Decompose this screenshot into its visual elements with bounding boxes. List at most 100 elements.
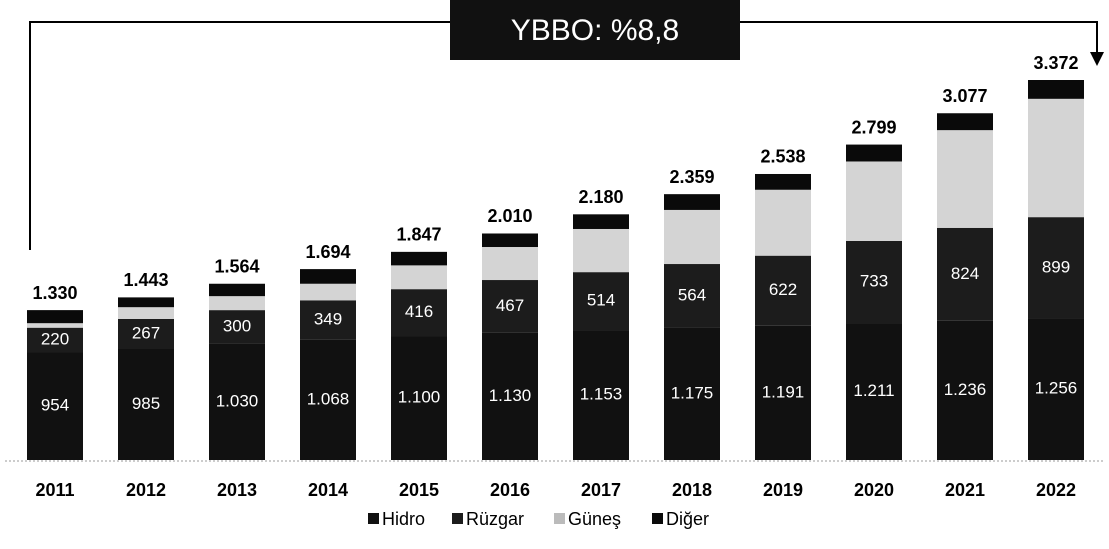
segment-label: 467 [496, 296, 524, 315]
segment-label: 1.211 [853, 381, 894, 400]
bar-segment [300, 269, 356, 284]
bar-segment [573, 272, 629, 331]
segment-label: 1.030 [216, 391, 259, 410]
segment-label: 267 [132, 323, 160, 342]
bar-segment [391, 336, 447, 460]
x-tick-label: 2018 [672, 480, 712, 500]
bar-segment [846, 240, 902, 324]
bar-segment [1028, 80, 1084, 99]
total-label: 3.077 [942, 86, 987, 106]
bar-segment [300, 283, 356, 301]
bar-segment [755, 173, 811, 190]
x-tick-label: 2014 [308, 480, 348, 500]
bar-segment [937, 320, 993, 460]
x-tick-label: 2011 [35, 480, 74, 500]
bar-segment [937, 227, 993, 321]
total-label: 1.847 [396, 225, 441, 245]
bar-segment [391, 289, 447, 337]
legend-label: Hidro [382, 509, 425, 529]
x-tick-label: 2012 [126, 480, 166, 500]
bar-segment [209, 283, 265, 297]
bar-segment [27, 323, 83, 328]
bar-segment [573, 214, 629, 229]
bar-segment [664, 264, 720, 328]
segment-label: 349 [314, 309, 342, 328]
legend-swatch [652, 513, 663, 524]
bar-segment [755, 189, 811, 256]
total-label: 2.538 [760, 147, 805, 167]
legend-swatch [368, 513, 379, 524]
bar-segment [300, 339, 356, 460]
bar-segment [937, 130, 993, 228]
x-tick-label: 2015 [399, 480, 439, 500]
bar-segment [27, 310, 83, 324]
total-label: 1.443 [123, 270, 168, 290]
legend-swatch [554, 513, 565, 524]
total-label: 1.330 [32, 283, 77, 303]
bar-segment [482, 233, 538, 248]
bar-segment [573, 330, 629, 460]
segment-label: 899 [1042, 257, 1070, 276]
x-tick-label: 2017 [581, 480, 621, 500]
x-tick-label: 2019 [763, 480, 803, 500]
total-label: 2.010 [487, 206, 532, 226]
segment-label: 416 [405, 302, 433, 321]
segment-label: 954 [41, 396, 69, 415]
bar-segment [118, 348, 174, 460]
bar-segment [391, 265, 447, 290]
bar-segment [118, 307, 174, 319]
total-label: 1.564 [214, 256, 259, 276]
bar-segment [300, 300, 356, 340]
legend-label: Rüzgar [466, 509, 524, 529]
total-label: 2.180 [578, 187, 623, 207]
legend-swatch [452, 513, 463, 524]
bar-segment [573, 228, 629, 273]
segment-label: 220 [41, 330, 69, 349]
segment-label: 300 [223, 317, 251, 336]
bar-segment [846, 323, 902, 460]
bar-segment [755, 325, 811, 460]
segment-label: 622 [769, 280, 797, 299]
bar-segment [937, 113, 993, 131]
bar-segment [118, 297, 174, 308]
bar-segment [391, 251, 447, 266]
legend-label: Güneş [568, 509, 621, 529]
bar-segment [209, 310, 265, 344]
segment-label: 733 [860, 272, 888, 291]
segment-label: 1.068 [307, 389, 350, 408]
segment-label: 1.191 [762, 382, 805, 401]
bar-segment [1028, 318, 1084, 460]
x-tick-label: 2016 [490, 480, 530, 500]
total-label: 2.799 [851, 117, 896, 137]
segment-label: 1.256 [1035, 379, 1078, 398]
segment-label: 985 [132, 394, 160, 413]
segment-label: 1.236 [944, 380, 987, 399]
bar-segment [27, 327, 83, 353]
bar-segment [846, 161, 902, 241]
total-label: 3.372 [1033, 53, 1078, 73]
bar-segment [27, 352, 83, 460]
annotation-box [450, 0, 740, 60]
segment-label: 564 [678, 285, 706, 304]
bar-segment [482, 280, 538, 333]
x-tick-label: 2022 [1036, 480, 1076, 500]
bar-segment [1028, 98, 1084, 218]
segment-label: 1.100 [398, 388, 441, 407]
total-label: 2.359 [669, 167, 714, 187]
bar-segment [664, 194, 720, 210]
bar-segment [664, 209, 720, 265]
segment-label: 514 [587, 291, 615, 310]
annotation: YBBO: %8,8 [511, 14, 679, 47]
bar-segment [755, 255, 811, 326]
bar-segment [1028, 217, 1084, 319]
x-tick-label: 2020 [854, 480, 894, 500]
segment-label: 1.130 [489, 386, 532, 405]
bar-segment [846, 144, 902, 162]
bar-segment [482, 247, 538, 281]
segment-label: 1.175 [671, 383, 714, 402]
arrow-head [1090, 52, 1104, 66]
x-tick-label: 2021 [945, 480, 985, 500]
bar-segment [118, 318, 174, 349]
legend-label: Diğer [666, 509, 709, 529]
